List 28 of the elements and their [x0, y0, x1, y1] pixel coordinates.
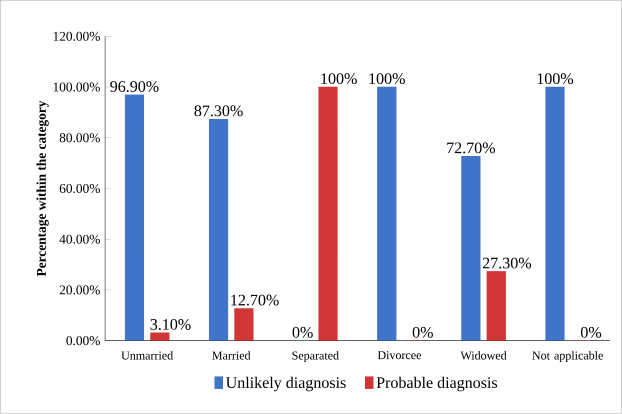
y-tick-label: 60.00%: [60, 184, 100, 194]
y-tick-label: 120.00%: [54, 32, 100, 41]
data-label: 0%: [580, 327, 602, 338]
legend-label: Unlikely diagnosis: [226, 376, 346, 392]
data-label: 87.30%: [194, 106, 243, 116]
y-tick-label: 100.00%: [54, 82, 100, 92]
data-label: 100%: [369, 73, 405, 84]
data-label: 27.30%: [482, 258, 532, 269]
data-label: 12.70%: [231, 294, 279, 306]
y-tick-label: 80.00%: [60, 133, 100, 142]
x-tick-label: Not applicable: [532, 351, 603, 362]
data-label: 96.90%: [110, 81, 159, 92]
x-tick-label: Divorcee: [378, 351, 422, 360]
y-tick-label: 20.00%: [60, 286, 100, 295]
y-tick-label: 40.00%: [59, 234, 100, 244]
data-label: 0%: [292, 327, 313, 338]
y-axis-title: Percentage within the category: [36, 100, 49, 276]
legend-label: Probable diagnosis: [376, 376, 498, 392]
x-tick-label: Unmarried: [121, 351, 174, 360]
x-tick-label: Widowed: [460, 351, 507, 360]
y-tick-label: 0.00%: [66, 336, 100, 346]
data-label: 100%: [321, 73, 357, 84]
data-label: 0%: [412, 327, 433, 338]
x-tick-label: Separated: [292, 351, 339, 362]
data-label: 72.70%: [447, 142, 496, 154]
data-label: 100%: [538, 73, 574, 84]
x-tick-label: Married: [212, 351, 250, 360]
data-label: 3.10%: [150, 319, 191, 330]
